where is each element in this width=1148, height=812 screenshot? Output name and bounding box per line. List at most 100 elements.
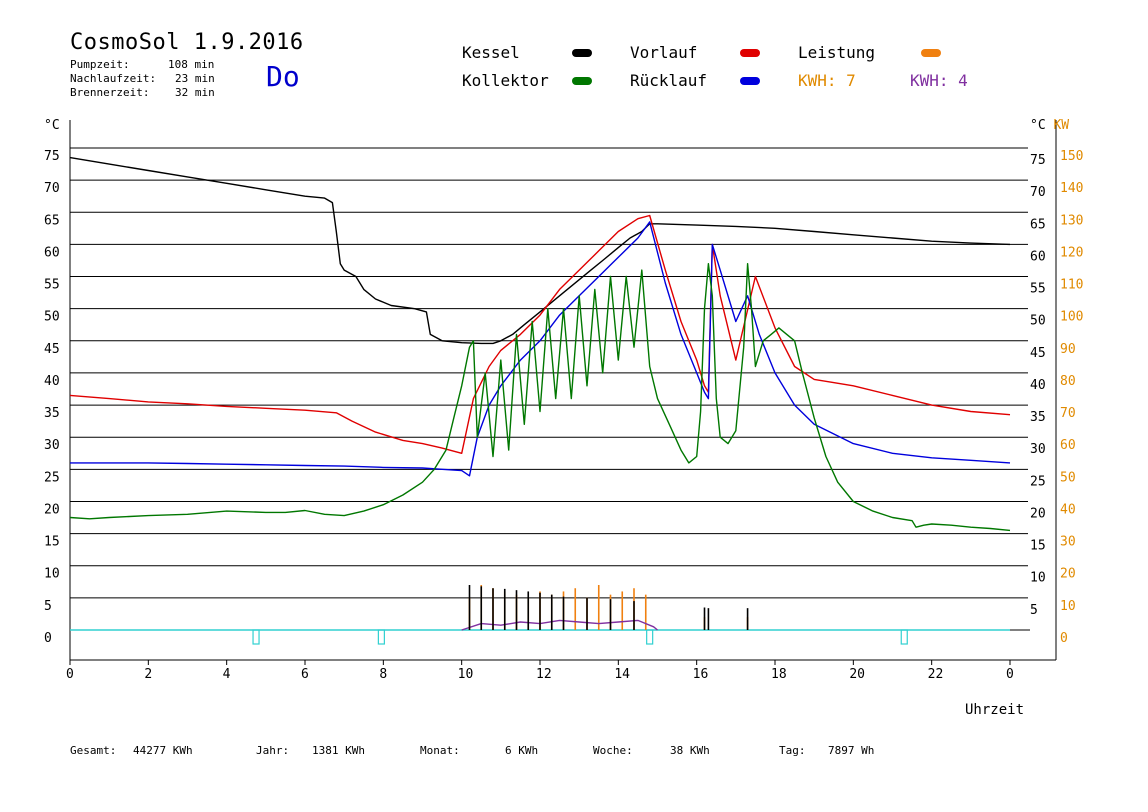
y2-tick: 100 <box>1060 310 1083 325</box>
x-tick-label: 14 <box>614 667 630 682</box>
y-tick-left: 30 <box>44 438 60 453</box>
x-tick-label: 12 <box>536 667 552 682</box>
timer-marker <box>377 629 385 645</box>
y-tick-left: 0 <box>44 631 52 646</box>
legend-kessel-swatch <box>572 49 592 57</box>
year-label: Jahr: <box>256 744 290 757</box>
legend-kwh-orange: KWH: 7 <box>798 71 856 90</box>
y-tick-left: 15 <box>44 535 60 550</box>
y-tick-left: 50 <box>44 310 60 325</box>
y-tick-right: 70 <box>1030 185 1046 200</box>
y-tick-right: 20 <box>1030 506 1046 521</box>
series-kollektor <box>69 263 1011 532</box>
y2-tick: 50 <box>1060 470 1076 485</box>
y2-tick: 80 <box>1060 374 1076 389</box>
weekday-label: Do <box>266 60 300 93</box>
y2-tick: 110 <box>1060 278 1083 293</box>
total-label: Gesamt: <box>70 744 117 757</box>
x-axis-label: Uhrzeit <box>965 702 1024 718</box>
y2-tick: 140 <box>1060 181 1083 196</box>
legend-ruecklauf-swatch <box>740 77 760 85</box>
y2-tick: 90 <box>1060 342 1076 357</box>
y2-tick: 30 <box>1060 535 1076 550</box>
timer-marker <box>900 629 908 645</box>
y-tick-right: 15 <box>1030 539 1046 554</box>
y-tick-left: 40 <box>44 374 60 389</box>
y2-tick: 0 <box>1060 631 1068 646</box>
y-tick-right: 75 <box>1030 153 1046 168</box>
y2-tick: 40 <box>1060 502 1076 517</box>
y-tick-left: 65 <box>44 213 60 228</box>
y-tick-right: 25 <box>1030 474 1046 489</box>
pump-time-label: Pumpzeit: <box>70 58 130 71</box>
x-tick-label: 8 <box>379 667 387 682</box>
y-tick-right: 35 <box>1030 410 1046 425</box>
y2-tick: 150 <box>1060 149 1083 164</box>
right-axis-unit: °C KW <box>1030 118 1069 133</box>
y-tick-left: 25 <box>44 470 60 485</box>
x-tick-label: 10 <box>458 667 474 682</box>
y2-tick: 10 <box>1060 599 1076 614</box>
y-tick-left: 20 <box>44 502 60 517</box>
y-tick-left: 70 <box>44 181 60 196</box>
y-tick-left: 60 <box>44 245 60 260</box>
y-tick-left: 35 <box>44 406 60 421</box>
y2-tick: 60 <box>1060 438 1076 453</box>
y-tick-right: 40 <box>1030 378 1046 393</box>
timer-marker <box>252 629 260 645</box>
x-tick-label: 4 <box>223 667 231 682</box>
x-tick-label: 20 <box>849 667 865 682</box>
day-value: 7897 Wh <box>828 744 875 757</box>
timer-marker <box>646 629 654 645</box>
legend-kwh-purple: KWH: 4 <box>910 71 968 90</box>
x-tick-label: 16 <box>693 667 709 682</box>
y-tick-right: 50 <box>1030 314 1046 329</box>
x-tick-label: 18 <box>771 667 787 682</box>
y2-tick: 70 <box>1060 406 1076 421</box>
x-tick-label: 0 <box>1006 667 1014 682</box>
y2-tick: 130 <box>1060 213 1083 228</box>
month-label: Monat: <box>420 744 460 757</box>
y-tick-left: 75 <box>44 149 60 164</box>
series-kwh <box>461 619 658 631</box>
after-run-value: 23 min <box>175 72 215 85</box>
legend-kollektor: Kollektor <box>462 71 549 90</box>
day-label: Tag: <box>779 744 806 757</box>
legend-kessel: Kessel <box>462 43 520 62</box>
x-tick-label: 0 <box>66 667 74 682</box>
week-label: Woche: <box>593 744 633 757</box>
chart-title: CosmoSol 1.9.2016 <box>70 30 304 55</box>
y-tick-right: 10 <box>1030 571 1046 586</box>
y-tick-right: 60 <box>1030 249 1046 264</box>
burner-time-label: Brennerzeit: <box>70 86 150 99</box>
series-r-cklauf <box>70 221 1011 477</box>
y-tick-right: 45 <box>1030 346 1046 361</box>
month-value: 6 KWh <box>505 744 539 757</box>
y-tick-right: 55 <box>1030 282 1046 297</box>
after-run-label: Nachlaufzeit: <box>70 72 157 85</box>
y-tick-left: 10 <box>44 567 60 582</box>
left-axis-unit: °C <box>44 118 60 133</box>
legend-leistung: Leistung <box>798 43 876 62</box>
x-tick-label: 6 <box>301 667 309 682</box>
series-vorlauf <box>69 214 1011 454</box>
burner-time-value: 32 min <box>175 86 215 99</box>
y-tick-left: 55 <box>44 278 60 293</box>
legend-vorlauf: Vorlauf <box>630 43 698 62</box>
y2-tick: 20 <box>1060 567 1076 582</box>
x-tick-label: 2 <box>144 667 152 682</box>
y-tick-right: 30 <box>1030 442 1046 457</box>
series-kessel <box>69 156 1011 345</box>
y-tick-right: 5 <box>1030 603 1038 618</box>
year-value: 1381 KWh <box>312 744 365 757</box>
week-value: 38 KWh <box>670 744 710 757</box>
y-tick-left: 5 <box>44 599 52 614</box>
y-tick-right: 65 <box>1030 217 1046 232</box>
series-kessel-brenner <box>468 585 749 630</box>
total-value: 44277 KWh <box>133 744 193 757</box>
pump-time-value: 108 min <box>168 58 215 71</box>
legend-kollektor-swatch <box>572 77 592 85</box>
legend-ruecklauf: Rücklauf <box>630 71 708 90</box>
y-tick-left: 45 <box>44 342 60 357</box>
